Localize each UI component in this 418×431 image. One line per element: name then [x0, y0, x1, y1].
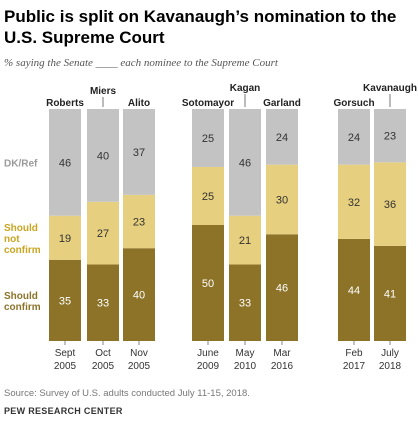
x-tick-label-year: 2018	[379, 361, 402, 372]
x-tick-label-month: May	[236, 348, 255, 359]
x-tick-label-year: 2017	[343, 361, 366, 372]
x-tick-label-month: Nov	[130, 348, 148, 359]
bar-segment-dk-ref-garland	[266, 109, 298, 165]
data-label: 35	[59, 295, 71, 307]
footer-credit: PEW RESEARCH CENTER	[4, 406, 123, 416]
data-label: 24	[348, 132, 360, 144]
bar-segment-should-confirm-kagan	[229, 264, 261, 341]
data-label: 32	[348, 197, 360, 209]
data-label: 46	[276, 283, 288, 295]
x-tick-label-year: 2010	[234, 361, 257, 372]
bar-segment-should-not-confirm-garland	[266, 164, 298, 235]
bar-segment-dk-ref-gorsuch	[338, 109, 370, 165]
data-label: 25	[202, 133, 214, 145]
data-label: 44	[348, 285, 360, 297]
bar-segment-should-not-confirm-kagan	[229, 215, 261, 265]
data-label: 30	[276, 194, 288, 206]
data-label: 37	[133, 147, 145, 159]
data-label: 23	[384, 131, 396, 143]
x-tick-label-year: 2005	[54, 361, 77, 372]
x-tick-label-month: Sept	[55, 348, 76, 359]
x-tick-label-month: Mar	[273, 348, 291, 359]
nominee-label: Miers	[90, 86, 117, 97]
nominee-label: Kagan	[230, 83, 261, 94]
data-label: 41	[384, 288, 396, 300]
nominee-label: Roberts	[46, 98, 84, 109]
nominee-label: Gorsuch	[333, 98, 374, 109]
nominee-label: Garland	[263, 98, 301, 109]
bar-segment-should-not-confirm-kavanaugh	[374, 162, 406, 246]
bar-segment-dk-ref-roberts	[49, 109, 81, 216]
data-label: 33	[97, 298, 109, 310]
bar-segment-should-confirm-sotomayor	[192, 225, 224, 341]
bar-segment-dk-ref-kagan	[229, 109, 261, 216]
x-tick-label-month: Feb	[345, 348, 363, 359]
series-label: Should	[4, 291, 38, 302]
chart-title: Public is split on Kavanaugh’s nominatio…	[4, 7, 397, 47]
series-label: Should	[4, 223, 38, 234]
series-label: confirm	[4, 245, 41, 256]
data-label: 27	[97, 228, 109, 240]
data-label: 33	[239, 298, 251, 310]
bar-segment-should-confirm-miers	[87, 264, 119, 341]
bar-segment-should-confirm-alito	[123, 248, 155, 341]
x-tick-label-year: 2009	[197, 361, 220, 372]
data-label: 23	[133, 217, 145, 229]
bar-segment-should-confirm-roberts	[49, 259, 81, 341]
bar-segment-should-not-confirm-alito	[123, 194, 155, 249]
bar-segment-dk-ref-kavanaugh	[374, 109, 406, 163]
data-label: 19	[59, 233, 71, 245]
nominee-label: Alito	[128, 98, 150, 109]
data-label: 36	[384, 199, 396, 211]
series-label: not	[4, 234, 20, 245]
x-tick-label-year: 2005	[92, 361, 115, 372]
x-tick-label-month: June	[197, 348, 219, 359]
bar-segment-should-not-confirm-miers	[87, 201, 119, 265]
bar-segment-should-confirm-kavanaugh	[374, 245, 406, 341]
data-label: 46	[239, 157, 251, 169]
bar-segment-dk-ref-miers	[87, 109, 119, 202]
bar-segment-dk-ref-sotomayor	[192, 109, 224, 167]
nominee-label: Kavanaugh	[363, 83, 417, 94]
data-label: 40	[133, 290, 145, 302]
bar-segment-dk-ref-alito	[123, 109, 155, 195]
data-label: 21	[239, 235, 251, 247]
bar-segment-should-confirm-gorsuch	[338, 238, 370, 341]
bar-segment-should-not-confirm-roberts	[49, 215, 81, 260]
bar-segment-should-not-confirm-gorsuch	[338, 164, 370, 239]
x-tick-label-year: 2005	[128, 361, 151, 372]
data-label: 40	[97, 150, 109, 162]
nominee-label: Sotomayor	[182, 98, 234, 109]
data-label: 46	[59, 157, 71, 169]
source-note: Source: Survey of U.S. adults conducted …	[4, 388, 250, 399]
x-tick-label-year: 2016	[271, 361, 294, 372]
bar-segment-should-confirm-garland	[266, 234, 298, 341]
data-label: 50	[202, 278, 214, 290]
series-label: DK/Ref	[4, 158, 38, 169]
bar-segment-should-not-confirm-sotomayor	[192, 167, 224, 225]
data-label: 24	[276, 132, 288, 144]
series-label: confirm	[4, 302, 41, 313]
x-tick-label-month: Oct	[95, 348, 111, 359]
data-label: 25	[202, 191, 214, 203]
chart-subtitle: % saying the Senate ____ each nominee to…	[4, 57, 278, 69]
x-tick-label-month: July	[381, 348, 399, 359]
